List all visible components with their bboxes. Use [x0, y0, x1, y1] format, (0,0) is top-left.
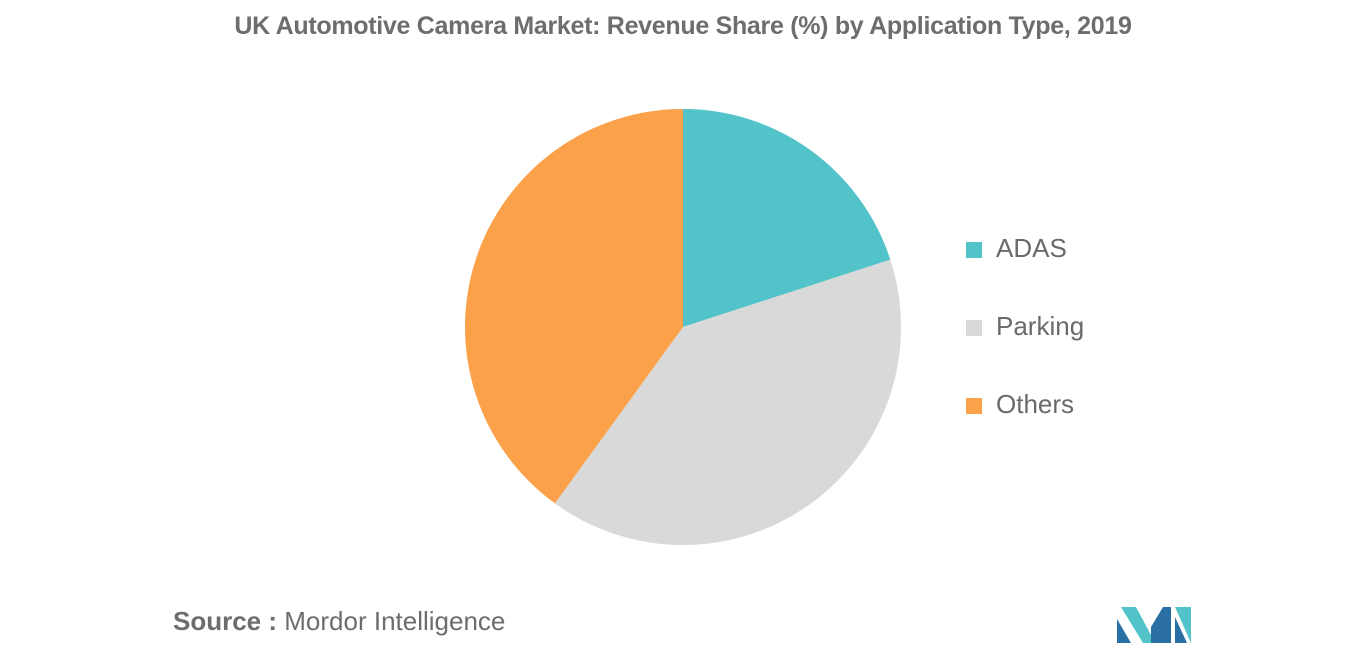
legend-item-parking: Parking: [966, 308, 1166, 348]
logo-part-5: [1175, 617, 1187, 643]
legend-swatch-others: [966, 398, 982, 414]
pie-slice-parking: [554, 259, 901, 546]
source-note: Source : Mordor Intelligence: [173, 606, 505, 637]
legend-label-others: Others: [996, 389, 1075, 419]
legend-item-others: Others: [966, 386, 1166, 426]
pie-slice-adas: [683, 109, 891, 327]
legend-label-adas: ADAS: [996, 233, 1067, 263]
legend-item-adas: ADAS: [966, 230, 1166, 270]
legend-label-parking: Parking: [996, 311, 1085, 341]
logo-part-3: [1151, 607, 1171, 643]
source-text: Mordor Intelligence: [284, 606, 506, 636]
logo-part-4: [1175, 607, 1191, 643]
pie-slice-others: [465, 109, 683, 504]
chart-title: UK Automotive Camera Market: Revenue Sha…: [234, 12, 1132, 40]
mordor-intelligence-logo-icon: [1117, 607, 1191, 643]
source-label: Source :: [173, 606, 278, 636]
logo-part-1: [1117, 619, 1131, 643]
legend-swatch-adas: [966, 242, 982, 258]
logo-part-2: [1121, 607, 1151, 643]
legend-swatch-parking: [966, 320, 982, 336]
